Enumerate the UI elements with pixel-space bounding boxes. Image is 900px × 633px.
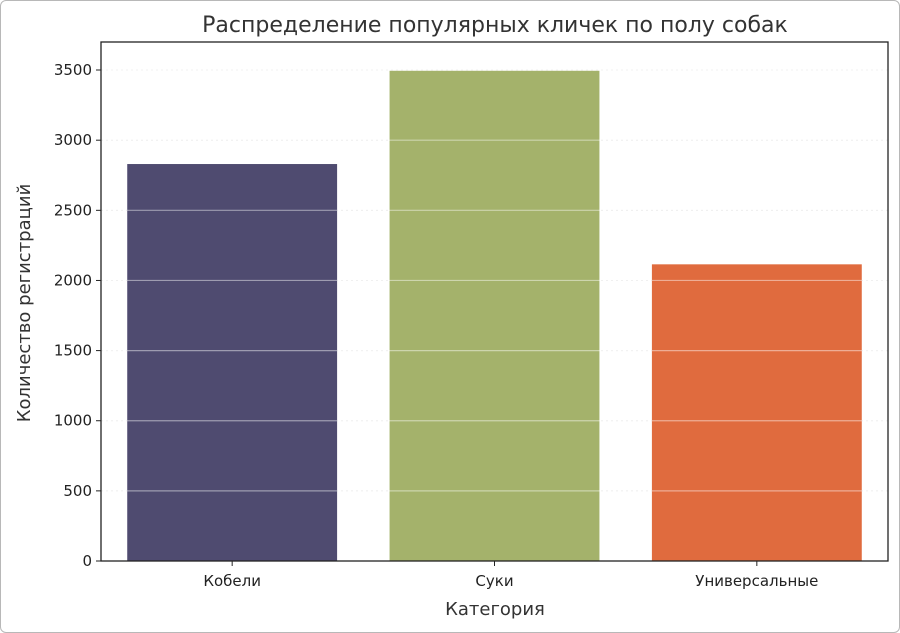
x-tick-label: Суки <box>475 572 513 590</box>
bar <box>389 70 600 561</box>
y-tick-label: 0 <box>82 552 92 570</box>
y-tick-label: 2500 <box>54 201 92 219</box>
y-axis-label: Количество регистраций <box>14 184 35 423</box>
x-axis-ticks: Кобели Суки Универсальные <box>203 561 818 590</box>
y-tick-label: 1000 <box>54 412 92 430</box>
chart-title: Распределение популярных кличек по полу … <box>202 13 788 38</box>
y-axis-ticks: 0 500 1000 1500 2000 2500 3000 3500 <box>54 61 101 570</box>
y-tick-label: 2000 <box>54 271 92 289</box>
x-tick-label: Кобели <box>203 572 261 590</box>
y-tick-label: 500 <box>63 482 92 500</box>
bar <box>651 264 862 561</box>
y-tick-label: 3500 <box>54 61 92 79</box>
x-axis-label: Категория <box>445 599 545 620</box>
x-tick-label: Универсальные <box>695 572 818 590</box>
y-tick-label: 3000 <box>54 131 92 149</box>
bar <box>127 164 338 561</box>
bar-layer <box>127 70 862 561</box>
y-tick-label: 1500 <box>54 342 92 360</box>
